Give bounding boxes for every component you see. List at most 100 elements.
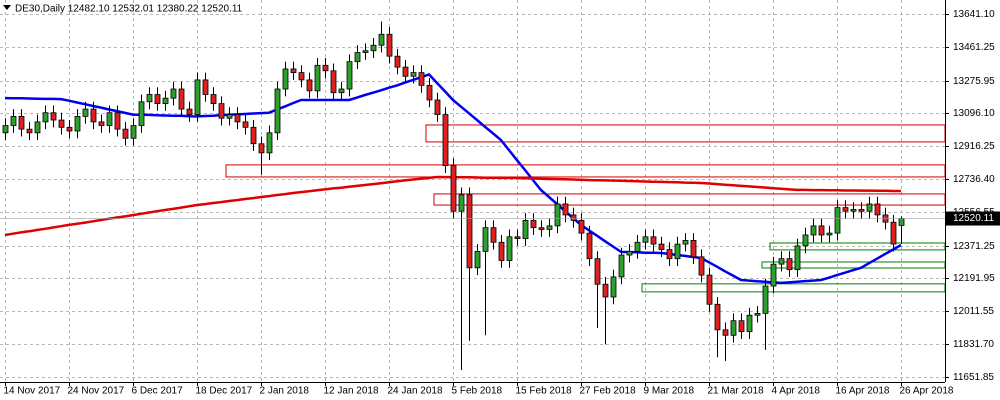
candle-body	[842, 207, 849, 212]
candle-body	[442, 114, 449, 167]
y-tick-label: 11831.70	[953, 339, 994, 350]
candle-body	[530, 219, 537, 229]
candle-body	[834, 207, 841, 234]
y-tick-label: 12371.25	[953, 241, 995, 252]
candle-body	[338, 88, 345, 94]
candle-body	[594, 258, 601, 285]
x-tick-label: 2 Jan 2018	[260, 386, 310, 397]
menu-triangle	[3, 5, 11, 10]
y-tick-label: 11651.85	[953, 372, 994, 383]
candle-body	[802, 234, 809, 247]
x-tick-label: 24 Nov 2017	[68, 386, 125, 397]
candle-body	[690, 240, 697, 258]
last-price-label: 12520.11	[953, 213, 994, 224]
candle-body	[626, 250, 633, 256]
y-tick-label: 13641.10	[953, 9, 995, 20]
candle-body	[482, 227, 489, 252]
candle-body	[298, 72, 305, 81]
candle-body	[778, 258, 785, 265]
candle-body	[378, 33, 385, 46]
candle-body	[466, 194, 473, 269]
candle-body	[82, 108, 89, 117]
candle-body	[874, 203, 881, 216]
candle-body	[730, 320, 737, 336]
x-tick-label: 16 Apr 2018	[836, 386, 890, 397]
candle-body	[554, 203, 561, 227]
candles	[2, 21, 905, 370]
x-tick-label: 21 Mar 2018	[708, 386, 765, 397]
candle-body	[42, 112, 49, 123]
candle-body	[394, 55, 401, 68]
candle-body	[602, 283, 609, 298]
candle-body	[634, 241, 641, 252]
candle-body	[714, 303, 721, 331]
candle-body	[346, 61, 353, 90]
chart-title: DE30,Daily 12482.10 12532.01 12380.22 12…	[15, 4, 243, 15]
candle-body	[810, 225, 817, 236]
candle-body	[658, 243, 665, 250]
x-tick-label: 5 Feb 2018	[452, 386, 503, 397]
candle-body	[826, 232, 833, 236]
candle-body	[178, 88, 185, 110]
candle-body	[866, 203, 873, 212]
candle-body	[450, 165, 457, 212]
candle-body	[562, 203, 569, 216]
candle-body	[890, 221, 897, 245]
candle-body	[354, 52, 361, 63]
candle-body	[386, 33, 393, 57]
candle-body	[162, 97, 169, 105]
candle-body	[34, 121, 41, 134]
candle-body	[98, 121, 105, 126]
candle-body	[418, 72, 425, 86]
candle-body	[650, 236, 657, 245]
candle-body	[458, 194, 465, 212]
candle-body	[490, 227, 497, 243]
candle-body	[858, 209, 865, 212]
candle-body	[266, 132, 273, 154]
candle-body	[642, 236, 649, 243]
x-tick-label: 27 Feb 2018	[580, 386, 637, 397]
moving-average	[4, 73, 902, 285]
candle-body	[762, 285, 769, 314]
candle-body	[186, 108, 193, 115]
y-tick-label: 12011.55	[953, 306, 994, 317]
candle-body	[698, 256, 705, 276]
x-tick-label: 9 Mar 2018	[644, 386, 695, 397]
x-tick-label: 14 Nov 2017	[4, 386, 61, 397]
candle-body	[610, 276, 617, 298]
candle-body	[2, 125, 9, 134]
candle-body	[306, 79, 313, 92]
candle-body	[754, 313, 761, 316]
candle-body	[138, 101, 145, 126]
grid	[0, 0, 945, 382]
candle-body	[202, 79, 209, 95]
y-tick-label: 12736.40	[953, 174, 995, 185]
candle-body	[242, 121, 249, 128]
candle-body	[146, 94, 153, 103]
candle-body	[410, 72, 417, 77]
candle-body	[58, 119, 65, 128]
candle-body	[546, 225, 553, 230]
y-tick-label: 13461.25	[953, 42, 995, 53]
candle-body	[26, 128, 33, 134]
candle-body	[154, 94, 161, 105]
candle-body	[106, 112, 113, 126]
x-tick-label: 15 Feb 2018	[516, 386, 573, 397]
candle-body	[538, 227, 545, 230]
candle-body	[66, 126, 73, 132]
candle-body	[122, 128, 129, 139]
candle-body	[578, 219, 585, 234]
candle-body	[10, 115, 17, 126]
candle-body	[18, 115, 25, 130]
candle-body	[218, 103, 225, 119]
y-tick-label: 13275.95	[953, 76, 995, 87]
candle-body	[282, 68, 289, 90]
x-tick-label: 18 Dec 2017	[196, 386, 253, 397]
candle-body	[722, 329, 729, 336]
candle-body	[274, 88, 281, 134]
candle-body	[362, 50, 369, 53]
x-tick-label: 24 Jan 2018	[388, 386, 443, 397]
y-tick-label: 13096.10	[953, 108, 995, 119]
candle-body	[322, 64, 329, 72]
